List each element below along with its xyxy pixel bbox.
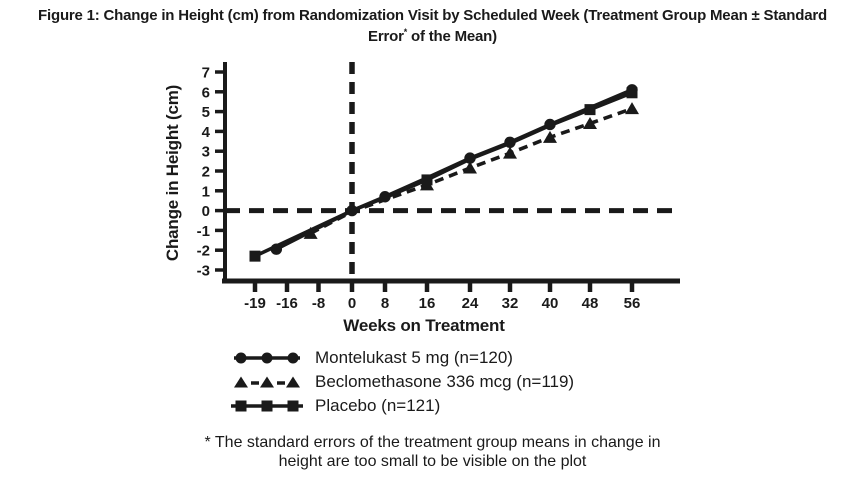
y-tick-label: 5 (202, 104, 210, 121)
x-tick-label: 0 (348, 295, 356, 312)
data-point-circle (504, 136, 516, 148)
legend: Montelukast 5 mg (n=120) Beclomethasone … (231, 346, 574, 418)
data-point-circle (464, 152, 476, 164)
y-tick-label: -1 (197, 223, 210, 240)
legend-label-beclomethasone: Beclomethasone 336 mcg (n=119) (315, 372, 575, 391)
data-point-triangle (583, 116, 597, 129)
x-tick-label: -8 (312, 295, 325, 312)
y-tick-label: 7 (202, 65, 210, 82)
figure-title-line1: Figure 1: Change in Height (cm) from Ran… (38, 7, 827, 24)
data-point-triangle (463, 161, 477, 174)
x-tick-label: 48 (582, 295, 599, 312)
y-tick-label: 4 (202, 124, 211, 141)
footnote-line2: height are too small to be visible on th… (278, 453, 587, 470)
x-tick-label: -16 (276, 295, 298, 312)
growth-chart: Change in Height (cm) Weeks on Treatment… (163, 62, 680, 335)
x-tick-label: 8 (381, 295, 389, 312)
x-tick-label: 40 (542, 295, 559, 312)
y-tick-label: 0 (202, 203, 210, 220)
square-series-icon (231, 400, 303, 412)
x-tick-label: 32 (502, 295, 519, 312)
y-tick-label: -3 (197, 263, 210, 280)
triangle-series-icon (234, 376, 300, 388)
y-tick-label: 6 (202, 84, 210, 101)
x-tick-label: -19 (244, 295, 266, 312)
data-point-triangle (503, 146, 517, 159)
x-axis-title: Weeks on Treatment (343, 316, 505, 335)
data-point-circle (544, 118, 556, 131)
title-line2-post: of the Mean) (407, 28, 497, 45)
y-tick-label: 3 (202, 144, 210, 161)
y-tick-label: -2 (197, 243, 210, 260)
x-tick-label: 24 (462, 295, 479, 312)
legend-label-placebo: Placebo (n=121) (315, 396, 441, 415)
legend-label-montelukast: Montelukast 5 mg (n=120) (315, 348, 513, 367)
y-tick-label: 2 (202, 164, 210, 181)
footnote: * The standard errors of the treatment g… (0, 433, 865, 471)
legend-item-beclomethasone: Beclomethasone 336 mcg (n=119) (231, 370, 574, 394)
title-asterisk: * (403, 27, 408, 37)
data-point-circle (379, 191, 391, 203)
data-point-triangle (625, 102, 639, 115)
x-tick-label: 56 (624, 295, 641, 312)
title-line2-pre: Error (368, 28, 404, 45)
x-tick-label: 16 (419, 295, 436, 312)
figure-title-line2: Error* of the Mean) (0, 26, 865, 47)
circle-series-icon (234, 352, 300, 364)
data-point-square (421, 174, 433, 186)
legend-item-placebo: Placebo (n=121) (231, 394, 574, 418)
series-montelukast-5-mg-n-120 (270, 84, 638, 255)
data-point-square (249, 250, 261, 262)
footnote-line1: * The standard errors of the treatment g… (204, 434, 661, 451)
data-point-circle (270, 243, 283, 255)
data-point-square (584, 104, 596, 116)
y-tick-label: 1 (202, 183, 210, 200)
figure-title: Figure 1: Change in Height (cm) from Ran… (0, 5, 865, 47)
data-point-triangle (543, 130, 557, 143)
legend-item-montelukast: Montelukast 5 mg (n=120) (231, 346, 574, 370)
data-point-circle (626, 84, 638, 96)
y-axis-title: Change in Height (cm) (163, 85, 182, 261)
data-point-circle (346, 204, 358, 217)
